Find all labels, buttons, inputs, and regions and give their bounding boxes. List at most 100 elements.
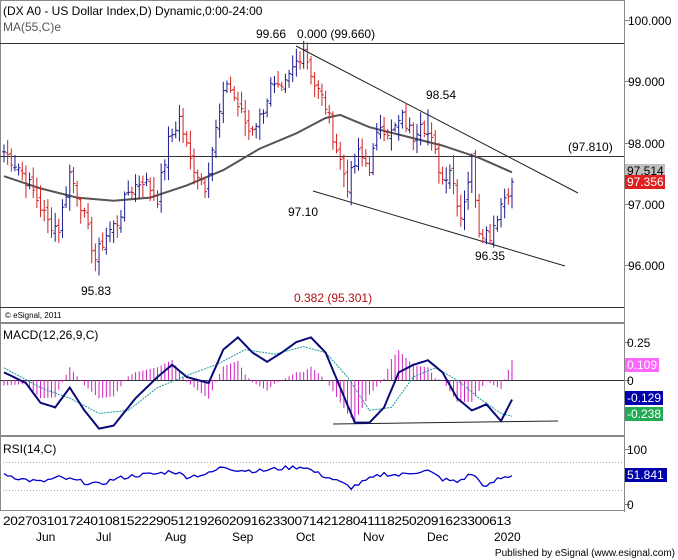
macd-hist-tag: 0.109	[625, 358, 659, 372]
price-bar	[356, 137, 361, 171]
annot-fib0: 0.000 (99.660)	[297, 27, 375, 41]
price-tick-0: 100.000	[628, 14, 672, 28]
price-bar	[480, 229, 485, 244]
price-bar	[122, 191, 127, 222]
price-bar	[279, 81, 284, 91]
annot-fib382: 0.382 (95.301)	[294, 291, 372, 305]
price-bar	[360, 138, 365, 167]
month-oct: Oct	[296, 530, 315, 544]
footer-credit: Published by eSignal (www.esignal.com)	[495, 548, 675, 559]
price-bar	[53, 213, 58, 242]
price-bar	[60, 199, 65, 238]
price-bar	[159, 163, 164, 213]
price-bar	[2, 144, 6, 163]
annot-9583: 95.83	[81, 284, 111, 298]
price-bar	[254, 122, 259, 139]
price-bar	[268, 77, 273, 107]
price-bar	[246, 109, 251, 140]
price-bars	[2, 40, 514, 276]
price-bar	[228, 76, 233, 93]
price-bar	[425, 109, 430, 146]
x-month-labels: Jun Jul Aug Sep Oct Nov Dec 2020	[36, 530, 521, 544]
macd-histogram	[3, 350, 513, 422]
price-bar	[429, 122, 434, 151]
price-bar	[301, 40, 306, 69]
price-bar	[16, 163, 21, 176]
price-bar	[276, 70, 281, 88]
price-bar	[440, 166, 445, 185]
price-bar	[162, 159, 167, 181]
price-tick-2: 98.000	[628, 137, 665, 151]
price-bar	[305, 42, 310, 70]
price-bar	[447, 164, 452, 189]
price-bar	[382, 116, 387, 142]
price-bar	[287, 69, 292, 88]
price-bar	[396, 114, 401, 141]
price-bar	[414, 124, 419, 154]
price-bar	[316, 80, 321, 100]
macd-tick-0: 0.25	[627, 336, 651, 350]
macd-trendline	[332, 420, 559, 425]
price-bar	[89, 216, 94, 264]
price-bar	[104, 227, 109, 255]
price-bar	[345, 159, 350, 198]
price-bar	[338, 141, 343, 170]
price-bar	[433, 130, 438, 154]
price-bar	[243, 100, 248, 137]
price-bar	[166, 126, 171, 181]
price-bar	[49, 207, 54, 238]
ma-layer	[3, 113, 513, 202]
price-tick-1: 99.000	[628, 75, 665, 89]
rsi-y-axis: 100 0	[624, 443, 647, 512]
price-bar	[418, 112, 423, 146]
price-bar	[82, 207, 87, 218]
price-bar	[404, 102, 409, 133]
ma-55-line	[3, 113, 513, 202]
rsi-title: RSI(14,C)	[3, 442, 56, 456]
price-bar	[469, 153, 474, 193]
price-bar	[422, 120, 427, 138]
price-bar	[155, 190, 160, 209]
lower-trendline	[312, 190, 566, 267]
rsi-value-tag: 51.841	[625, 468, 667, 482]
price-bar	[444, 167, 449, 194]
rsi-tick-1: 0	[627, 498, 634, 512]
price-bar	[451, 155, 456, 195]
price-bar	[385, 128, 390, 140]
macd-line-tag: -0.129	[625, 391, 663, 405]
price-bar	[491, 215, 496, 248]
price-bar	[137, 175, 142, 199]
price-bar	[341, 154, 346, 188]
price-bar	[71, 167, 76, 194]
rsi-tick-0: 100	[627, 443, 647, 457]
svg-text:51.841: 51.841	[627, 468, 664, 482]
price-bar	[144, 172, 149, 187]
rsi-panel-frame	[0, 436, 625, 511]
price-bar	[334, 133, 339, 154]
price-bar	[462, 190, 467, 231]
svg-text:97.514: 97.514	[627, 164, 664, 178]
price-bar	[115, 215, 120, 238]
price-bar	[265, 98, 270, 118]
month-jun: Jun	[36, 530, 55, 544]
month-aug: Aug	[165, 530, 186, 544]
annot-9854: 98.54	[426, 88, 456, 102]
month-nov: Nov	[363, 530, 384, 544]
copyright: © eSignal, 2011	[5, 311, 62, 320]
trend-lines	[295, 45, 579, 267]
month-jul: Jul	[96, 530, 111, 544]
price-bar	[495, 215, 500, 232]
price-bar	[371, 143, 376, 176]
price-bar	[75, 180, 80, 207]
annot-9781: (97.810)	[568, 140, 613, 154]
price-bar	[107, 221, 112, 243]
price-bar	[184, 131, 189, 147]
price-bar	[34, 177, 39, 209]
price-bar	[239, 91, 244, 114]
price-bar	[64, 186, 69, 208]
ma-label: MA(55,C)e	[3, 20, 61, 34]
macd-signal-line	[3, 346, 513, 417]
month-sep: Sep	[232, 530, 254, 544]
upper-trendline	[295, 45, 579, 194]
